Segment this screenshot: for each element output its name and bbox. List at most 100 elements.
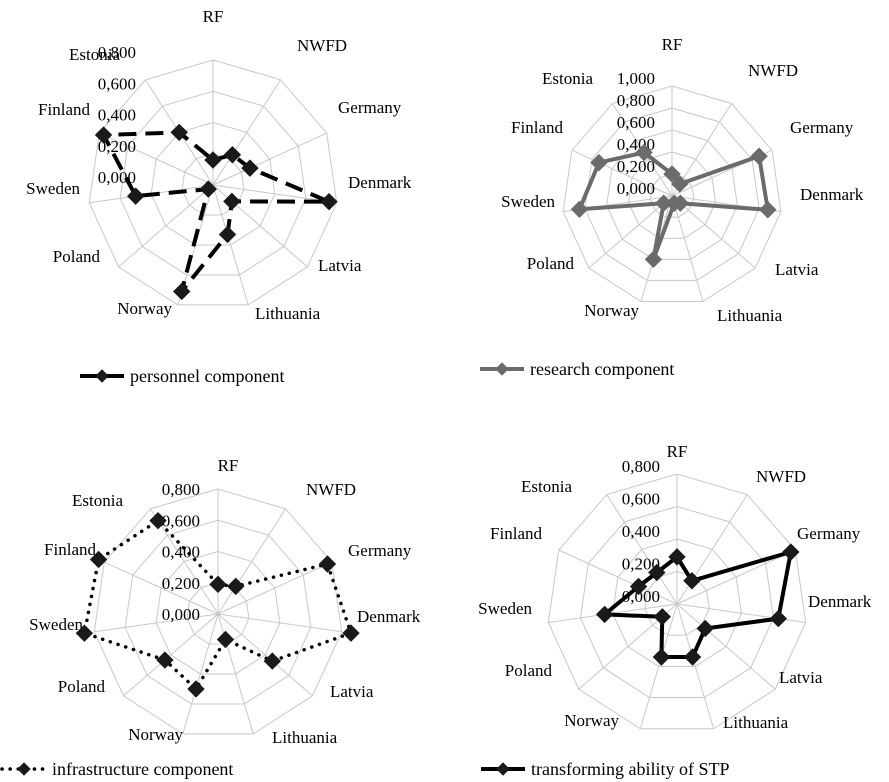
grid xyxy=(547,473,807,730)
data-point xyxy=(241,159,259,177)
data-point xyxy=(668,548,686,566)
series xyxy=(595,543,800,666)
grid-spoke xyxy=(217,613,313,697)
data-point xyxy=(156,651,174,669)
category-label: Latvia xyxy=(330,682,374,701)
category-labels: RF NWFD Germany Denmark Latvia Lithuania Norwa… xyxy=(26,7,412,323)
grid-spoke xyxy=(606,494,678,605)
tick-label: 0,800 xyxy=(162,480,200,499)
category-label: Sweden xyxy=(478,599,532,618)
data-point xyxy=(570,200,589,219)
tick-label: 0,000 xyxy=(617,179,655,198)
data-point xyxy=(218,225,237,244)
tick-label: 0,600 xyxy=(162,511,200,530)
data-point xyxy=(216,630,235,649)
grid-ring xyxy=(644,570,710,636)
category-label: Finland xyxy=(44,540,96,559)
data-point xyxy=(263,652,282,670)
data-point xyxy=(223,146,242,164)
category-label: Norway xyxy=(117,299,172,318)
tick-label: 0,400 xyxy=(98,106,136,125)
category-label: Lithuania xyxy=(723,713,789,732)
tick-label: 0,400 xyxy=(622,522,660,541)
data-point xyxy=(342,624,360,642)
category-label: RF xyxy=(218,456,239,475)
grid xyxy=(93,488,343,735)
tick-label: 0,600 xyxy=(617,113,655,132)
category-label: NWFD xyxy=(748,61,798,80)
legend: personnel component xyxy=(80,366,284,386)
series xyxy=(75,511,360,698)
radar-chart-1: 0,0000,2000,4000,6000,800RFNWFDGermanyDe… xyxy=(26,7,412,386)
grid-ring xyxy=(181,153,245,216)
category-label: Germany xyxy=(348,541,412,560)
tick-label: 1,000 xyxy=(617,69,655,88)
legend-label: transforming ability of STP xyxy=(531,759,729,779)
data-point xyxy=(223,192,241,211)
data-point xyxy=(782,543,800,561)
category-label: Estonia xyxy=(69,45,120,64)
category-label: Poland xyxy=(527,254,575,273)
tick-label: 0,800 xyxy=(98,43,136,62)
radar-chart-4: 0,0000,2000,4000,6000,800RFNWFDGermanyDe… xyxy=(478,442,872,779)
data-point xyxy=(75,624,94,642)
category-label: Poland xyxy=(53,247,101,266)
tick-label: 0,200 xyxy=(162,574,200,593)
data-point xyxy=(227,577,245,596)
grid-spoke xyxy=(212,132,327,186)
grid-spoke xyxy=(118,184,214,268)
category-labels: RF NWFD Germany Denmark Latvia Lithuania Norwa… xyxy=(501,35,864,325)
legend-swatch-marker xyxy=(495,362,509,376)
grid-spoke xyxy=(217,613,342,633)
category-label: Latvia xyxy=(779,668,823,687)
legend: transforming ability of STP xyxy=(481,759,729,779)
data-point xyxy=(635,143,653,162)
grid-ring xyxy=(579,505,775,699)
grid-spoke xyxy=(217,561,332,615)
data-point xyxy=(94,126,113,144)
category-label: Finland xyxy=(490,524,542,543)
grid-spoke xyxy=(571,149,673,197)
category-label: Sweden xyxy=(26,179,80,198)
legend-label: infrastructure component xyxy=(52,759,233,779)
radar-chart-3: 0,000 0,200 0,400 0,600 0,800 RF NWFD Germany De… xyxy=(0,456,421,779)
category-label: RF xyxy=(662,35,683,54)
data-point xyxy=(663,165,681,183)
grid-spoke xyxy=(149,508,219,615)
category-label: Denmark xyxy=(348,173,412,192)
grid-spoke xyxy=(676,549,796,605)
category-label: NWFD xyxy=(306,480,356,499)
data-point xyxy=(759,201,777,219)
grid-spoke xyxy=(676,603,806,623)
grid-spoke xyxy=(676,603,776,690)
legend-label: research component xyxy=(530,359,674,379)
grid-ring xyxy=(612,538,742,667)
tick-label: 0,800 xyxy=(622,457,660,476)
data-point xyxy=(629,577,648,596)
data-point xyxy=(199,180,217,198)
radar-chart-2: 0,0000,2000,4000,6000,8001,000RFNWFDGerm… xyxy=(480,35,864,379)
series xyxy=(94,123,338,301)
grid-ring xyxy=(150,121,276,246)
grid-spoke xyxy=(676,603,715,729)
data-point xyxy=(654,194,673,212)
category-label: Lithuania xyxy=(255,304,321,323)
data-point xyxy=(149,511,167,530)
category-label: NWFD xyxy=(297,36,347,55)
grid-ring xyxy=(88,59,338,306)
tick-label: 0,400 xyxy=(162,543,200,562)
category-labels: RF NWFD Germany Denmark Latvia Lithuania Norwa… xyxy=(478,442,872,732)
tick-label: 0,800 xyxy=(617,91,655,110)
data-point xyxy=(590,153,608,172)
legend: research component xyxy=(480,359,674,379)
grid-ring xyxy=(584,107,760,281)
grid-ring xyxy=(124,519,312,705)
data-point xyxy=(187,680,205,698)
category-label: RF xyxy=(203,7,224,26)
grid-ring xyxy=(606,129,738,260)
category-label: Latvia xyxy=(318,256,362,275)
data-point xyxy=(750,147,768,165)
grid-ring xyxy=(562,85,782,303)
